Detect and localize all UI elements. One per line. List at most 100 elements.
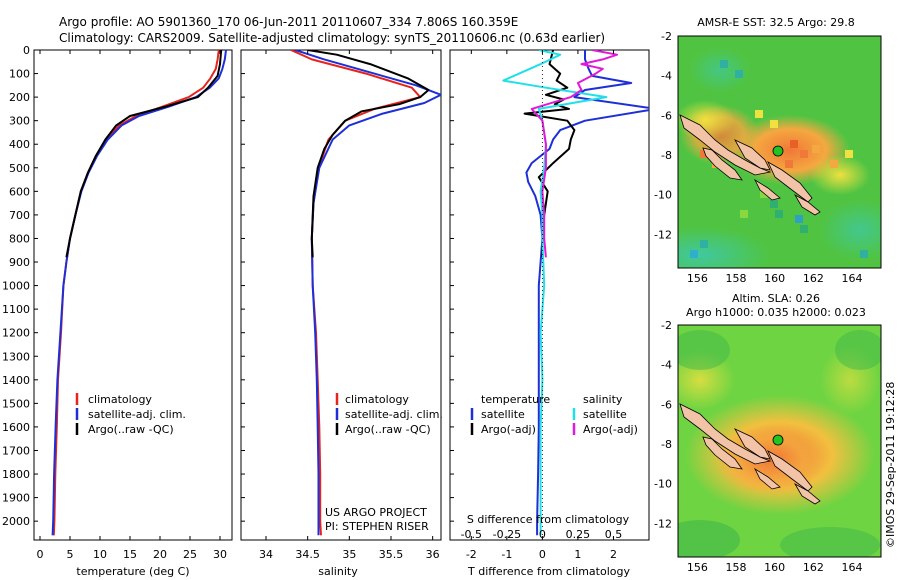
depth-tick-label-16: 1600 xyxy=(2,421,30,434)
depth-tick-label-2: 200 xyxy=(9,91,30,104)
sdiff-tick-label-2: 0 xyxy=(539,528,546,541)
sst-ytick-label-2: -6 xyxy=(661,109,672,122)
depth-tick-label-7: 700 xyxy=(9,209,30,222)
sst-pixel-17 xyxy=(720,60,728,68)
temp-xtick-label-5: 25 xyxy=(183,548,197,561)
header-line1: Argo profile: AO 5901360_170 06-Jun-2011… xyxy=(59,15,518,29)
temp-xtick-label-6: 30 xyxy=(213,548,227,561)
sla-map xyxy=(678,325,881,557)
temperature-legend-argo: Argo(..raw -QC) xyxy=(88,423,174,436)
salinity-series xyxy=(290,50,441,536)
difference-xlabel-top: S difference from climatology xyxy=(467,513,630,526)
diff-xtick-label-4: 2 xyxy=(610,548,617,561)
sst-pixel-16 xyxy=(860,250,868,258)
sst-map-title: AMSR-E SST: 32.5 Argo: 29.8 xyxy=(697,16,855,29)
sla-xtick-label-1: 158 xyxy=(726,561,747,574)
depth-tick-label-14: 1400 xyxy=(2,374,30,387)
sdiff-tick-label-3: 0.25 xyxy=(566,528,591,541)
sla-xtick-label-0: 156 xyxy=(687,561,708,574)
diff-series-1 xyxy=(523,50,576,258)
diff-series-2 xyxy=(502,50,608,536)
depth-tick-label-4: 400 xyxy=(9,138,30,151)
sla-ytick-label-0: -2 xyxy=(661,319,672,332)
sst-pixel-12 xyxy=(830,160,838,168)
diff-xtick-label-3: 1 xyxy=(574,548,581,561)
sal-xtick-label-2: 35 xyxy=(342,548,356,561)
depth-tick-label-18: 1800 xyxy=(2,468,30,481)
sst-pixel-18 xyxy=(735,70,743,78)
sal-xtick-label-0: 34 xyxy=(259,548,273,561)
depth-tick-label-5: 500 xyxy=(9,162,30,175)
temp-xtick-label-2: 10 xyxy=(93,548,107,561)
sla-argo-marker xyxy=(772,434,784,446)
sal-series-1 xyxy=(294,50,441,536)
salinity-xlabel: salinity xyxy=(318,565,358,578)
sla-ytick-label-1: -4 xyxy=(661,359,672,372)
depth-tick-label-15: 1500 xyxy=(2,397,30,410)
diff-xtick-label-1: -1 xyxy=(501,548,512,561)
sst-pixel-2 xyxy=(790,140,798,148)
temp-series-1 xyxy=(51,50,227,536)
sst-pixel-3 xyxy=(800,150,808,158)
sal-xtick-label-1: 34.5 xyxy=(295,548,320,561)
sal-xtick-label-3: 35.5 xyxy=(379,548,404,561)
depth-tick-label-17: 1700 xyxy=(2,444,30,457)
legend-header-salinity: salinity xyxy=(583,393,623,406)
sal-series-2 xyxy=(307,50,430,258)
depth-tick-label-3: 300 xyxy=(9,115,30,128)
imos-credit: ©IMOS 29-Sep-2011 19:12:28 xyxy=(884,382,897,548)
sst-pixel-8 xyxy=(775,210,783,218)
sst-xtick-label-1: 158 xyxy=(726,272,747,285)
sla-ytick-label-3: -8 xyxy=(661,438,672,451)
diff-legend-s-satellite: satellite xyxy=(583,408,627,421)
temp-xtick-label-1: 5 xyxy=(67,548,74,561)
sst-pixel-5 xyxy=(785,160,793,168)
temperature-xlabel: temperature (deg C) xyxy=(76,565,189,578)
sst-ytick-label-0: -2 xyxy=(661,30,672,43)
legend-header-temperature: temperature xyxy=(481,393,550,406)
sst-pixel-10 xyxy=(800,225,808,233)
difference-legend: temperature salinity satellite Argo(-adj… xyxy=(470,393,638,436)
temp-series-0 xyxy=(52,50,220,536)
sst-xtick-label-0: 156 xyxy=(687,272,708,285)
depth-tick-label-6: 600 xyxy=(9,185,30,198)
depth-tick-label-0: 0 xyxy=(23,44,30,57)
sst-pixel-7 xyxy=(770,200,778,208)
project-annotation: US ARGO PROJECT xyxy=(325,506,427,519)
depth-tick-label-1: 100 xyxy=(9,68,30,81)
salinity-legend-climatology: climatology xyxy=(345,393,409,406)
sst-ytick-label-1: -4 xyxy=(661,70,672,83)
sst-map xyxy=(678,36,881,268)
difference-xlabel: T difference from climatology xyxy=(467,565,630,578)
temp-xtick-label-4: 20 xyxy=(153,548,167,561)
temp-xtick-label-3: 15 xyxy=(123,548,137,561)
sla-xtick-label-3: 162 xyxy=(803,561,824,574)
depth-tick-label-19: 1900 xyxy=(2,492,30,505)
difference-series xyxy=(502,50,649,540)
diff-legend-t-satellite: satellite xyxy=(481,408,525,421)
diff-series-3 xyxy=(530,50,618,258)
sst-pixel-15 xyxy=(700,240,708,248)
depth-tick-label-20: 2000 xyxy=(2,515,30,528)
diff-legend-t-argo: Argo(-adj) xyxy=(481,423,536,436)
temp-xtick-label-0: 0 xyxy=(37,548,44,561)
salinity-legend: climatology satellite-adj. clim. Argo(..… xyxy=(335,393,443,436)
sst-pixel-20 xyxy=(755,110,763,118)
temperature-panel-frame xyxy=(33,49,233,541)
sst-pixel-11 xyxy=(740,210,748,218)
sst-ytick-label-4: -10 xyxy=(654,189,672,202)
sst-map-frame xyxy=(677,35,882,269)
temperature-legend: climatology satellite-adj. clim. Argo(..… xyxy=(75,393,186,436)
temp-series-2 xyxy=(65,50,223,258)
sst-pixel-14 xyxy=(690,250,698,258)
sst-pixel-4 xyxy=(812,145,820,153)
salinity-legend-satellite: satellite-adj. clim. xyxy=(345,408,443,421)
diff-legend-s-argo: Argo(-adj) xyxy=(583,423,638,436)
sla-map-title: Altim. SLA: 0.26 xyxy=(732,292,820,305)
temperature-legend-satellite: satellite-adj. clim. xyxy=(88,408,186,421)
sst-xtick-label-4: 164 xyxy=(842,272,863,285)
depth-tick-label-13: 1300 xyxy=(2,350,30,363)
diff-series-0 xyxy=(525,50,649,536)
sst-ytick-label-5: -12 xyxy=(654,228,672,241)
